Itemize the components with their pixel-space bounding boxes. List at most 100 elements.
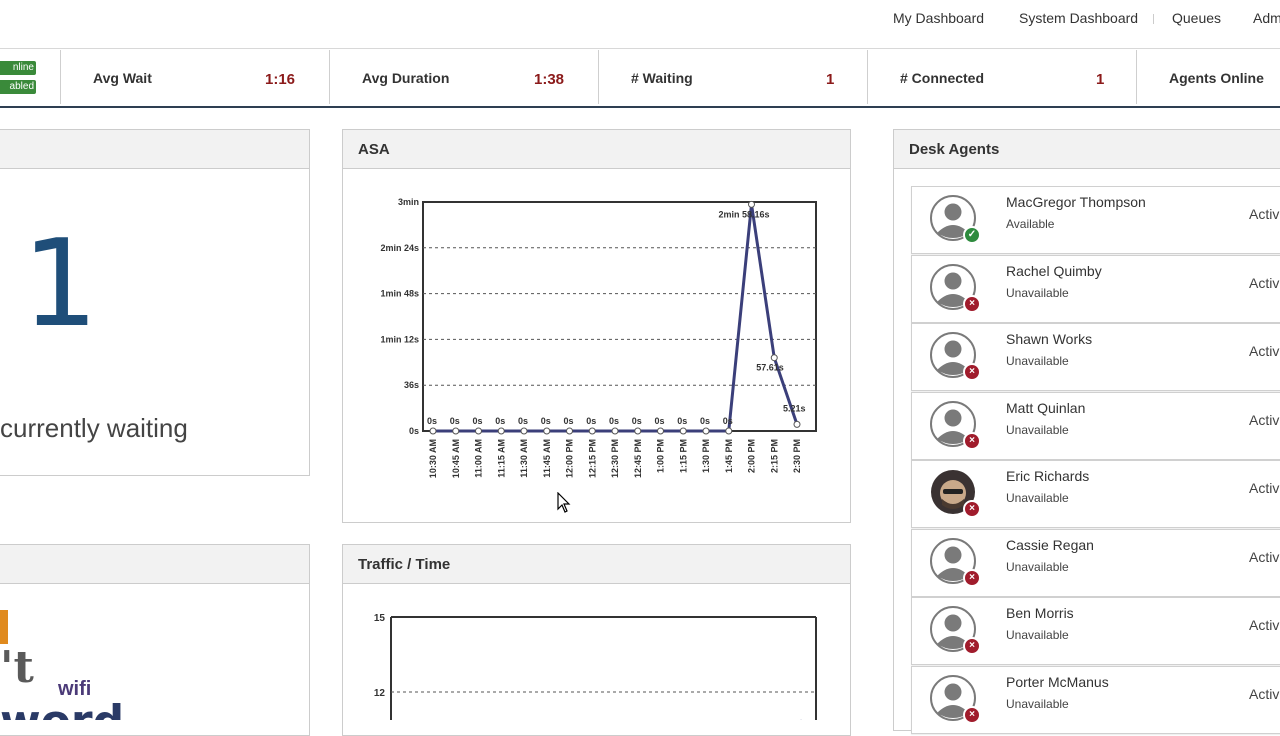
x-tick-label: 11:15 AM [496,439,506,478]
stat-value: 1:16 [265,71,296,88]
asa-chart: 0s 36s 1min 12s 1min 48s 2min 24s 3min 10:30 A… [380,197,817,478]
data-point [793,420,801,428]
data-point [429,427,437,435]
panel-header [0,545,309,584]
agent-activity-link[interactable]: Activ [1249,206,1280,222]
agent-card[interactable]: × Eric Richards Unavailable Activ [911,460,1280,528]
unavailable-x-icon: × [963,431,981,450]
agent-name: Shawn Works [1006,331,1093,347]
data-point [452,427,460,435]
stats-bar: nline abled Avg Wait 1:16 Avg Duration 1… [0,50,1280,108]
nav-my-dashboard[interactable]: My Dashboard [893,10,985,26]
agent-name: Cassie Regan [1006,536,1094,553]
y-tick-label: 1min 48s [380,289,419,299]
data-point [520,427,528,435]
traffic-panel-title: Traffic / Time [358,556,451,573]
waiting-panel [0,129,310,476]
waiting-label: currently waiting [0,413,188,443]
agent-name: Matt Quinlan [1006,399,1086,416]
agent-status: Unavailable [1006,628,1069,642]
data-point [497,427,505,435]
data-point [566,427,573,435]
agent-card[interactable]: × Rachel Quimby Unavailable Activ [911,254,1280,323]
agent-name: Porter McManus [1006,673,1109,690]
desk-agents-title: Desk Agents [909,141,1000,158]
panel-header: Traffic / Time [343,545,850,584]
x-tick-label: 12:15 PM [587,439,597,478]
agent-card[interactable]: × Ben Morris Unavailable Activ [911,597,1280,665]
traffic-panel: Traffic / Time [342,544,851,736]
data-label: 0s [541,416,551,426]
agent-activity-link[interactable]: Activ [1249,411,1280,428]
x-tick-label: 10:30 AM [428,439,438,478]
nav-admin[interactable]: Adm [1253,10,1280,26]
data-label: 0s [655,416,665,426]
agent-card[interactable]: × Cassie Regan Unavailable Activ [911,528,1280,597]
agent-activity-link[interactable]: Activ [1249,274,1280,291]
agent-name: MacGregor Thompson [1006,194,1146,210]
agent-activity-link[interactable]: Activ [1249,480,1280,496]
y-tick-label: 36s [404,380,419,390]
stat-label: # Waiting [631,70,693,86]
data-point [543,427,551,435]
data-label: 0s [632,416,642,426]
stat-value: 1:38 [534,71,565,88]
y-tick-label: 2min 24s [380,243,419,253]
x-tick-label: 1:45 PM [724,439,734,473]
data-label: 0s [677,416,687,426]
agent-name: Eric Richards [1006,468,1090,484]
agent-status: Unavailable [1006,422,1069,437]
stat-avg-wait: Avg Wait 1:16 [60,50,329,104]
y-tick-label: 1min 12s [380,334,419,344]
logo-orange-bar [0,610,8,644]
agent-status: Unavailable [1006,696,1069,711]
logo-text-wifi: wifi [58,678,92,700]
unavailable-x-icon: × [963,705,981,724]
data-label: 0s [700,416,710,426]
waiting-count: 1 [22,215,99,354]
x-tick-label: 2:00 PM [747,439,757,473]
x-tick-label: 11:00 AM [474,439,484,478]
data-point [748,200,755,208]
data-point [725,427,733,435]
data-label: 0s [450,416,460,426]
data-point [611,427,619,435]
panel-header [0,130,309,169]
unavailable-x-icon: × [963,363,981,381]
stat-connected: # Connected 1 [867,50,1136,104]
data-point [702,427,710,435]
stat-value: 1 [826,71,835,88]
agent-status: Unavailable [1006,354,1069,368]
stat-label: # Connected [900,70,985,86]
data-label: 0s [609,416,619,426]
agent-activity-link[interactable]: Activ [1249,685,1280,702]
data-label: 0s [427,416,437,426]
unavailable-x-icon: × [963,294,981,313]
stat-waiting: # Waiting 1 [598,50,867,104]
agent-status: Unavailable [1006,491,1069,505]
stat-value: 1 [1096,71,1105,88]
agent-status: Available [1006,217,1055,231]
agent-card[interactable]: × Porter McManus Unavailable Activ [911,665,1280,734]
traffic-chart: 151210 [374,613,817,720]
logo-text-t: 't [0,642,34,693]
online-status-badge: nline [0,61,36,75]
agent-card[interactable]: × Shawn Works Unavailable Activ [911,323,1280,391]
nav-system-dashboard[interactable]: System Dashboard [1019,10,1139,26]
agent-card[interactable]: ✓ MacGregor Thompson Available Activ [911,186,1280,254]
agent-activity-link[interactable]: Activ [1249,548,1280,565]
agent-card[interactable]: × Matt Quinlan Unavailable Activ [911,391,1280,460]
x-tick-label: 1:30 PM [701,439,711,473]
data-label: 0s [586,416,596,426]
panel-header: Desk Agents [894,130,1280,169]
stat-label: Avg Duration [362,70,450,86]
agent-status: Unavailable [1006,285,1069,300]
stat-label: Agents Online [1169,70,1264,86]
x-tick-label: 11:45 AM [542,439,552,478]
nav-queues[interactable]: Queues [1172,10,1222,26]
agent-name: Rachel Quimby [1006,262,1102,279]
agent-activity-link[interactable]: Activ [1249,617,1280,633]
agent-activity-link[interactable]: Activ [1249,343,1280,359]
agent-status: Unavailable [1006,559,1069,574]
x-tick-label: 12:45 PM [633,439,643,478]
